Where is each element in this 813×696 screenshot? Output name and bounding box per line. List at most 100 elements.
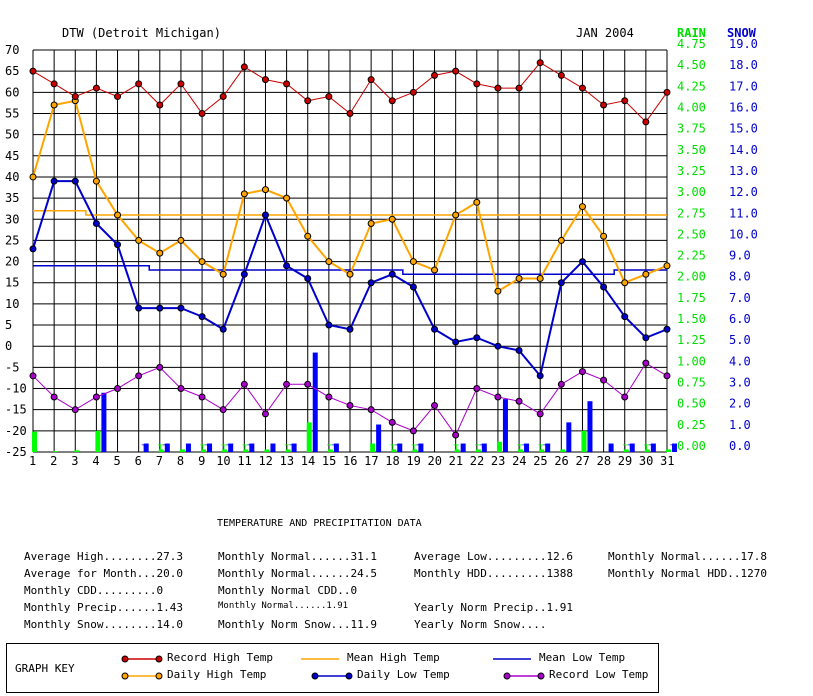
daily-high-point: [135, 236, 143, 244]
record-low-point: [29, 372, 37, 380]
rain-bar: [496, 441, 502, 452]
x-tick-label: 20: [428, 454, 442, 468]
snow-bar: [587, 401, 593, 452]
daily-high-point: [431, 266, 439, 274]
x-tick-label: 10: [216, 454, 230, 468]
record-low-point: [367, 406, 375, 414]
record-low-point: [177, 385, 185, 393]
rain-trace-mark: T: [158, 444, 164, 454]
daily-high-point: [219, 270, 227, 278]
record-low-point: [409, 427, 417, 435]
daily-high-point: [578, 203, 586, 211]
record-high-point: [452, 67, 460, 75]
daily-low-point: [663, 325, 671, 333]
daily-high-point: [50, 101, 58, 109]
rain-bar: [666, 449, 671, 452]
rain-bar: [581, 430, 587, 452]
climate-chart: T T T T T T T T T T T T T TT T T T T T T T T T T T T T T 70 4.75 19.0…: [5, 26, 758, 468]
daily-low-point: [536, 372, 544, 380]
daily-low-point: [515, 346, 523, 354]
snow-bar: [524, 443, 530, 452]
snow-bar: [460, 443, 466, 452]
daily-low-point: [177, 304, 185, 312]
stat-cell: Monthly Precip......1.43: [24, 601, 183, 614]
key-symbol-dot: [155, 672, 163, 680]
snow-tick-label: 4.0: [729, 354, 751, 368]
record-low-point: [494, 393, 502, 401]
record-low-point: [473, 385, 481, 393]
graph-key-title: GRAPH KEY: [15, 662, 75, 675]
daily-high-point: [452, 211, 460, 219]
rain-tick-label: 1.00: [677, 354, 706, 368]
snow-tick-label: 16.0: [729, 100, 758, 114]
snow-tick-label: 6.0: [729, 312, 751, 326]
daily-high-point: [177, 236, 185, 244]
rain-bar: [560, 449, 566, 452]
snow-bar: [397, 443, 403, 452]
y-tick-label: 5: [5, 318, 12, 332]
record-high-point: [29, 67, 37, 75]
stat-cell: Yearly Norm Precip..1.91: [414, 601, 573, 614]
record-high-point: [261, 76, 269, 84]
daily-high-point: [198, 258, 206, 266]
snow-tick-label: 8.0: [729, 270, 751, 284]
temperature-lines: [29, 59, 671, 439]
snow-bar: [164, 443, 170, 452]
snow-tick-label: 0.0: [729, 439, 751, 453]
stat-cell: Average Low.........12.6: [414, 550, 573, 563]
x-tick-label: 15: [322, 454, 336, 468]
record-high-point: [50, 80, 58, 88]
record-high-point: [304, 97, 312, 105]
x-tick-label: 21: [449, 454, 463, 468]
x-tick-label: 9: [198, 454, 205, 468]
y-tick-label: 0: [5, 339, 12, 353]
x-tick-label: 5: [114, 454, 121, 468]
rain-bar: [32, 431, 37, 452]
stat-cell: Monthly Normal CDD..0: [218, 584, 358, 597]
stat-cell: Monthly Normal HDD..1270: [608, 567, 767, 580]
rain-trace-mark: T: [221, 444, 227, 454]
daily-low-point: [114, 241, 122, 249]
rain-trace-mark: T: [390, 444, 396, 454]
stat-cell: Monthly Snow........14.0: [24, 618, 183, 631]
daily-low-point: [346, 325, 354, 333]
key-symbol-dot: [311, 672, 319, 680]
rain-trace-mark: T: [517, 444, 523, 454]
rain-tick-label: 2.50: [677, 227, 706, 241]
daily-high-point: [156, 249, 164, 257]
daily-high-point: [536, 275, 544, 283]
record-high-point: [600, 101, 608, 109]
rain-trace-mark: T: [200, 444, 206, 454]
stat-cell: Monthly Normal......31.1: [218, 550, 377, 563]
snow-trace-mark: T: [226, 444, 232, 454]
snow-bar: [418, 443, 424, 452]
daily-high-point: [621, 279, 629, 287]
snow-trace-mark: T: [480, 444, 486, 454]
snow-tick-label: 12.0: [729, 185, 758, 199]
chart-grid: [32, 49, 668, 453]
rain-tick-label: 3.25: [677, 164, 706, 178]
rain-tick-label: 0.50: [677, 397, 706, 411]
y-tick-label: 15: [5, 276, 19, 290]
daily-high-point: [261, 186, 269, 194]
stat-cell: Yearly Norm Snow....: [414, 618, 547, 631]
x-tick-label: 6: [135, 454, 142, 468]
stat-cell: Average for Month...20.0: [24, 567, 183, 580]
record-high-point: [515, 84, 523, 92]
snow-bar: [502, 399, 508, 452]
x-tick-label: 12: [258, 454, 272, 468]
daily-low-point: [388, 270, 396, 278]
daily-low-point: [431, 325, 439, 333]
snow-trace-mark: T: [395, 444, 401, 454]
record-high-point: [642, 118, 650, 126]
snow-bar: [629, 443, 635, 452]
x-tick-label: 31: [660, 454, 674, 468]
record-high-point: [536, 59, 544, 67]
daily-low-point: [473, 334, 481, 342]
x-tick-label: 3: [71, 454, 78, 468]
rain-bar: [454, 449, 460, 452]
snow-bar: [650, 443, 656, 452]
key-item-label: Record High Temp: [167, 651, 273, 664]
record-high-point: [177, 80, 185, 88]
rain-tick-label: 4.25: [677, 79, 706, 93]
